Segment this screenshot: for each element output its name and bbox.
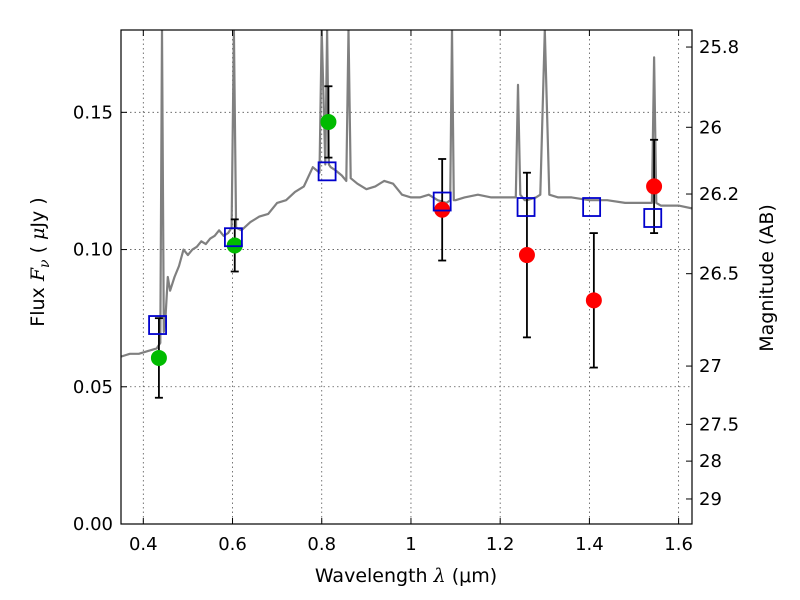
nir-photometry-point [518,247,535,264]
x-tick-label: 0.6 [218,534,247,555]
y2-tick-label: 29 [699,489,722,510]
y-tick-label: 0.15 [73,102,113,123]
y-axis-unit-mu: μ [27,228,49,240]
model-square [148,315,167,335]
y-tick-label: 0.10 [73,240,113,261]
y-axis-symbol: F [27,267,49,282]
y2-tick-label: 27.5 [699,414,739,435]
grid-layer [121,30,692,525]
x-tick-label: 1 [405,534,416,555]
x-axis-symbol: λ [433,565,446,587]
y-axis-subscript: ν [37,259,53,268]
y2-tick-label: 25.8 [699,37,739,58]
y2-axis-label: Magnitude (AB) [756,204,778,352]
tick-layer: 0.4 0.6 0.8 1 1.2 1.4 1.6 0.00 0.05 0.10 0.15 25.8 2… [73,30,739,555]
y-axis-unit-open: ( [27,246,49,253]
model-square [516,197,536,217]
y2-tick-label: 26 [699,117,722,138]
y2-tick-label: 26.2 [699,184,739,205]
model-square [643,208,663,228]
y-tick-label: 0.00 [73,514,113,535]
y-axis-unit-rest: Jy ) [27,197,49,228]
optical-photometry-point [320,113,337,130]
y-axis-label: Flux Fν ( μJy ) [27,197,53,326]
x-tick-label: 1.6 [664,534,693,555]
spectrum-line [121,30,692,358]
model-square [224,227,243,248]
x-tick-label: 1.2 [486,534,515,555]
plot-frame [120,29,693,525]
y2-tick-label: 26.5 [699,264,739,285]
series-layer [121,30,692,399]
x-axis-label: Wavelength λ (μm) [315,565,497,587]
model-square [317,161,337,182]
x-tick-label: 0.8 [307,534,336,555]
nir-photometry-point [646,178,663,195]
y-tick-label: 0.05 [73,377,113,398]
model-square [432,191,452,212]
x-tick-label: 1.4 [575,534,604,555]
y2-tick-label: 28 [699,451,722,472]
x-tick-label: 0.4 [129,534,158,555]
model-square [582,197,602,217]
optical-photometry-point [150,349,167,366]
nir-photometry-point [585,292,602,309]
y2-tick-label: 27 [699,356,722,377]
x-axis-unit: (μm) [452,565,497,587]
